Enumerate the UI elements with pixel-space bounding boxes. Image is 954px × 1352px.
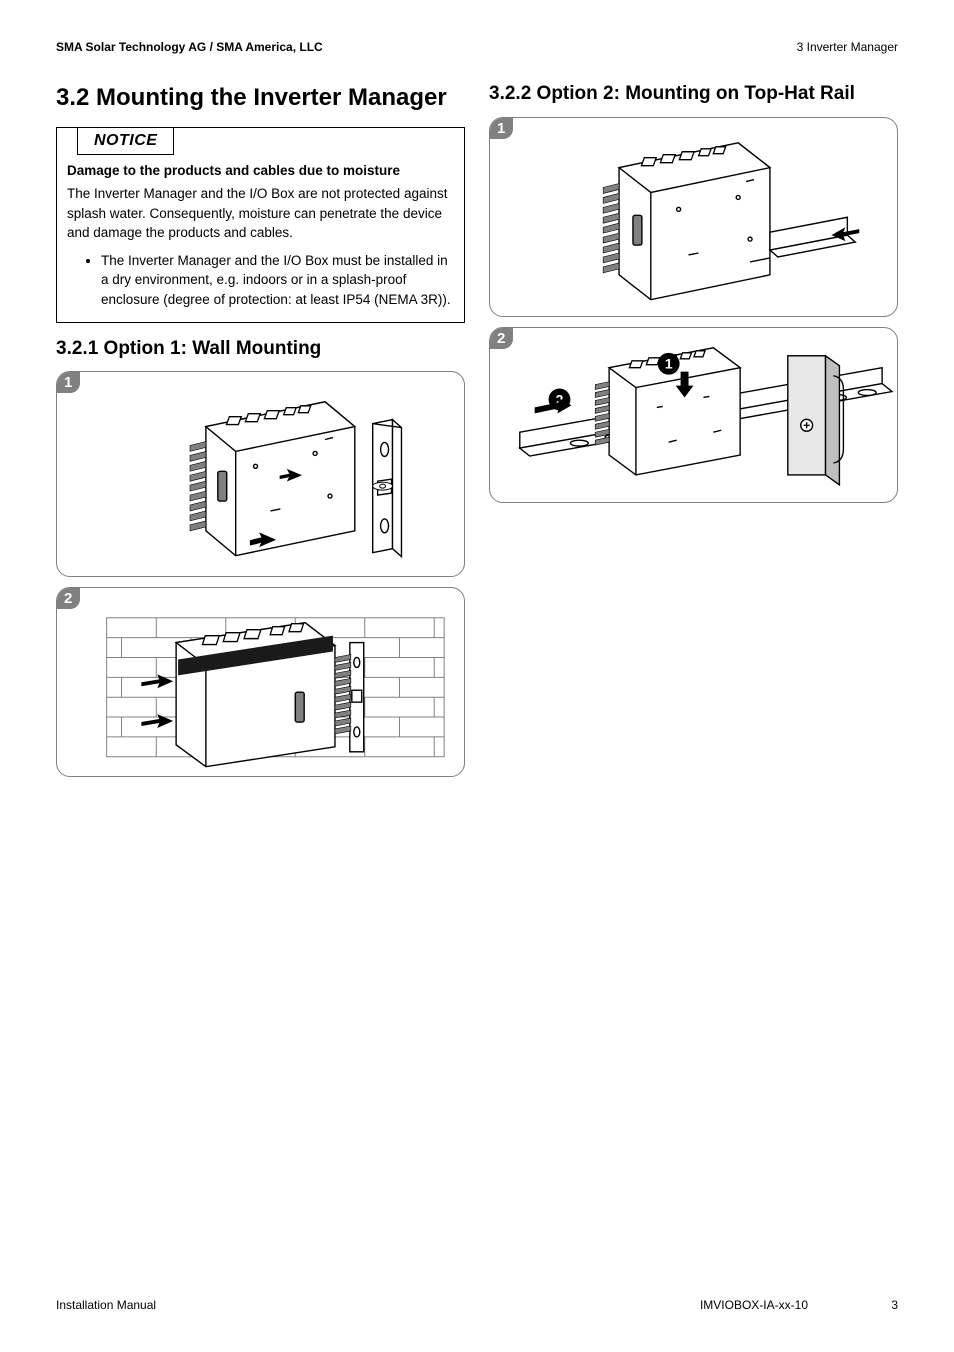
left-column: 3.2 Mounting the Inverter Manager NOTICE… — [56, 82, 465, 787]
notice-box: NOTICE Damage to the products and cables… — [56, 127, 465, 322]
notice-body: The Inverter Manager and the I/O Box are… — [67, 184, 454, 243]
content-columns: 3.2 Mounting the Inverter Manager NOTICE… — [56, 82, 898, 787]
header-left: SMA Solar Technology AG / SMA America, L… — [56, 40, 323, 54]
figure-badge: 2 — [490, 328, 513, 349]
section-3-2-2-title: 3.2.2 Option 2: Mounting on Top-Hat Rail — [489, 82, 898, 107]
rail-mount-step2-svg: 1 2 — [490, 328, 897, 502]
notice-heading: Damage to the products and cables due to… — [67, 163, 454, 178]
figure-badge: 1 — [490, 118, 513, 139]
notice-bullet: The Inverter Manager and the I/O Box mus… — [101, 251, 454, 310]
section-3-2-title: 3.2 Mounting the Inverter Manager — [56, 82, 465, 113]
footer-page-number: 3 — [878, 1298, 898, 1312]
notice-label-wrap: NOTICE — [77, 128, 174, 155]
notice-label: NOTICE — [94, 132, 157, 149]
wall-mounting-figure-1: 1 — [56, 371, 465, 577]
figure-badge: 2 — [57, 588, 80, 609]
rail-mounting-figure-2: 2 — [489, 327, 898, 503]
page-footer: Installation Manual IMVIOBOX-IA-xx-10 3 — [56, 1298, 898, 1312]
wall-mounting-figure-2: 2 — [56, 587, 465, 778]
figure-badge: 1 — [57, 372, 80, 393]
rail-mounting-figure-1: 1 — [489, 117, 898, 318]
wall-mount-step2-svg — [57, 588, 464, 777]
footer-left: Installation Manual — [56, 1298, 156, 1312]
header-right: 3 Inverter Manager — [797, 40, 898, 54]
wall-mount-step1-svg — [57, 372, 464, 576]
page-header: SMA Solar Technology AG / SMA America, L… — [56, 40, 898, 54]
section-3-2-1-title: 3.2.1 Option 1: Wall Mounting — [56, 337, 465, 362]
rail-mount-step1-svg — [490, 118, 897, 317]
footer-doc-id: IMVIOBOX-IA-xx-10 — [156, 1298, 878, 1312]
step-badge-1: 1 — [665, 356, 673, 372]
right-column: 3.2.2 Option 2: Mounting on Top-Hat Rail… — [489, 82, 898, 787]
